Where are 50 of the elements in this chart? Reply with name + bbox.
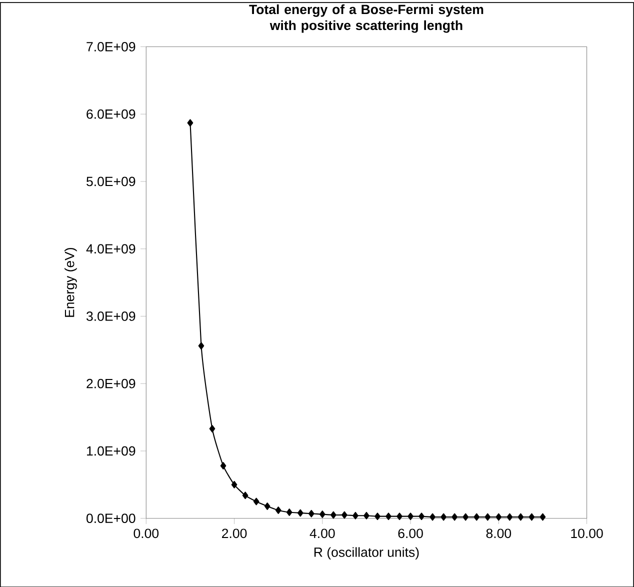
y-tick-label: 3.0E+09 <box>86 311 136 321</box>
point <box>264 502 270 510</box>
point <box>462 513 469 520</box>
point <box>319 510 326 518</box>
x-tick-label: 6.00 <box>398 528 423 538</box>
point <box>496 513 502 520</box>
point <box>220 462 226 470</box>
point <box>308 510 314 518</box>
x-tick-label: 2.00 <box>222 528 247 538</box>
point <box>440 513 446 520</box>
y-tick-label: 7.0E+09 <box>86 42 136 52</box>
point <box>408 512 414 520</box>
point <box>452 513 458 520</box>
point <box>231 480 238 488</box>
point <box>275 506 282 514</box>
y-tick-label: 2.0E+09 <box>86 378 136 388</box>
y-tick-label: 1.0E+09 <box>87 446 136 456</box>
x-axis-title: R (oscillator units) <box>314 546 419 560</box>
y-tick-label: 0.0E+00 <box>86 513 136 523</box>
point <box>528 513 535 520</box>
point <box>198 342 204 350</box>
point <box>364 512 370 520</box>
y-tick-label: 6.0E+09 <box>86 109 136 119</box>
point <box>484 513 491 520</box>
point <box>297 509 304 516</box>
y-axis-title: Energy (eV) <box>64 248 77 317</box>
point <box>209 424 216 432</box>
y-tick-label: 4.0E+09 <box>86 244 136 254</box>
point <box>286 508 292 516</box>
chart-title: Total energy of a Bose-Fermi system with positive scattering length <box>249 4 484 33</box>
y-tick-label: 5.0E+09 <box>86 176 136 186</box>
x-tick-label: 8.00 <box>486 528 512 538</box>
point <box>342 511 348 518</box>
point <box>430 513 436 520</box>
point <box>506 513 513 520</box>
point <box>518 513 524 520</box>
point <box>540 513 546 520</box>
point <box>352 512 358 520</box>
point <box>418 512 424 520</box>
point <box>242 492 248 499</box>
point <box>386 512 392 520</box>
point <box>253 498 260 505</box>
x-tick-label: 0.00 <box>134 528 159 538</box>
point <box>396 512 402 520</box>
x-tick-label: 10.00 <box>571 528 603 538</box>
point <box>474 513 480 520</box>
point <box>187 118 194 126</box>
point <box>374 512 380 520</box>
x-tick-label: 4.00 <box>310 528 335 538</box>
point <box>330 511 336 518</box>
